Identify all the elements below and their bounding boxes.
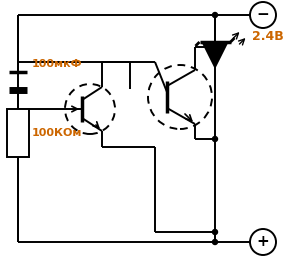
Bar: [7, 109, 29, 157]
Circle shape: [212, 44, 217, 50]
Text: 2.4В: 2.4В: [252, 31, 284, 43]
Text: 100мкФ: 100мкФ: [32, 59, 83, 69]
Text: −: −: [257, 7, 269, 22]
Circle shape: [212, 13, 217, 17]
Text: +: +: [257, 234, 269, 249]
Circle shape: [212, 240, 217, 244]
Circle shape: [212, 230, 217, 234]
Text: 100КОм: 100КОм: [32, 128, 83, 138]
Circle shape: [212, 44, 217, 50]
Polygon shape: [203, 42, 228, 67]
Circle shape: [212, 136, 217, 142]
